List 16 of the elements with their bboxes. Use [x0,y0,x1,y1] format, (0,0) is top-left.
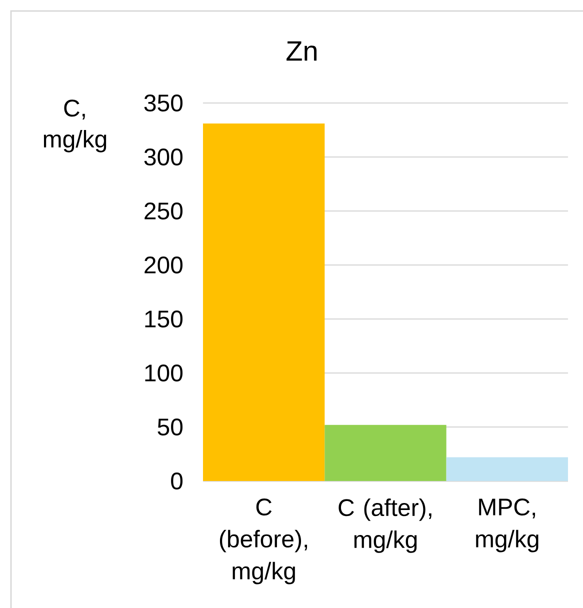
y-tick-label: 300 [144,148,183,166]
y-tick-label: 150 [145,310,183,328]
chart-title: Zn [286,41,317,61]
x-tick-label: C (before), mg/kg [220,498,308,584]
bar [446,457,568,481]
y-axis-title: C, mg/kg [44,100,106,152]
y-tick-label: 50 [158,418,183,436]
y-tick-label: 100 [145,364,183,382]
y-tick-label: 200 [144,256,183,274]
x-tick-label: MPC, mg/kg [476,498,538,552]
bar [324,424,446,481]
y-tick-label: 0 [171,472,183,490]
y-tick-label: 250 [144,202,183,220]
y-tick-label: 350 [144,94,183,112]
bar [202,124,325,481]
x-tick-label: C (after), mg/kg [338,498,432,553]
